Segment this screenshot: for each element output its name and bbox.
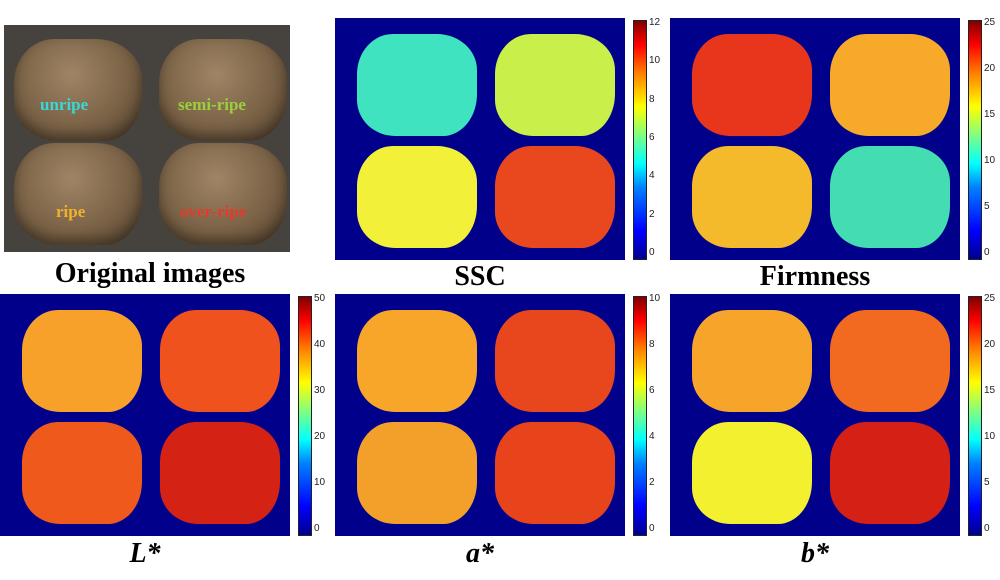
caption-original-images: Original images	[54, 258, 246, 289]
label-unripe: unripe	[40, 95, 89, 114]
astar-heatmap	[335, 294, 625, 536]
firmness-blob-ripe	[692, 146, 812, 248]
ssc-blob-semi-ripe	[495, 34, 615, 136]
ssc-map-panel: 12 10 8 6 4 2 0	[335, 18, 660, 260]
ssc-colorbar-tick: 12	[649, 17, 661, 28]
firmness-blob-unripe	[692, 34, 812, 136]
astar-blob-semi-ripe	[495, 310, 615, 412]
lstar-heatmap	[0, 294, 290, 536]
astar-colorbar	[633, 296, 647, 536]
ssc-blob-over-ripe	[495, 146, 615, 248]
firmness-colorbar-tick: 0	[984, 247, 990, 258]
firmness-colorbar-tick: 5	[984, 201, 990, 212]
ssc-colorbar-tick: 6	[649, 132, 655, 143]
bstar-blob-over-ripe	[830, 422, 950, 524]
astar-colorbar-tick: 8	[649, 339, 655, 350]
caption-firmness: Firmness	[759, 261, 871, 292]
ssc-colorbar-tick: 2	[649, 208, 655, 220]
firmness-blob-over-ripe	[830, 146, 950, 248]
bstar-colorbar-tick: 25	[984, 293, 996, 304]
lstar-colorbar-tick: 30	[314, 385, 326, 396]
kiwi-over-ripe	[159, 143, 287, 245]
bstar-colorbar	[968, 296, 982, 536]
original-photo: unripe semi-ripe ripe over-ripe	[4, 25, 290, 252]
astar-colorbar-tick: 4	[649, 431, 655, 442]
ssc-blob-ripe	[357, 146, 477, 248]
lstar-blob-over-ripe	[160, 422, 280, 524]
bstar-colorbar-tick: 20	[984, 339, 996, 350]
label-ripe: ripe	[56, 202, 86, 221]
bstar-colorbar-tick: 0	[984, 523, 990, 534]
ssc-colorbar-tick: 8	[649, 93, 655, 105]
ssc-colorbar-tick: 4	[649, 170, 655, 182]
firmness-colorbar	[968, 20, 982, 260]
firmness-colorbar-tick: 25	[984, 17, 996, 28]
kiwi-ripe	[14, 143, 142, 245]
lstar-colorbar-tick: 50	[314, 293, 326, 304]
kiwi-unripe	[14, 39, 142, 141]
ssc-colorbar-tick: 0	[649, 247, 655, 258]
firmness-colorbar-tick: 20	[984, 63, 996, 74]
caption-astar: a*	[466, 538, 494, 569]
bstar-heatmap	[670, 294, 960, 536]
firmness-heatmap	[670, 18, 960, 260]
bstar-blob-unripe	[692, 310, 812, 412]
lstar-blob-unripe	[22, 310, 142, 412]
bstar-colorbar-tick: 5	[984, 477, 990, 488]
bstar-blob-ripe	[692, 422, 812, 524]
firmness-colorbar-tick: 10	[984, 155, 996, 166]
kiwi-semi-ripe	[159, 39, 287, 141]
astar-blob-over-ripe	[495, 422, 615, 524]
ssc-colorbar	[633, 20, 647, 260]
ssc-colorbar-tick: 10	[649, 55, 661, 67]
bstar-map-panel: 25 20 15 10 5 0	[670, 294, 995, 536]
bstar-colorbar-tick: 10	[984, 431, 996, 442]
astar-colorbar-tick: 6	[649, 385, 655, 396]
firmness-map-panel: 25 20 15 10 5 0	[670, 18, 995, 260]
lstar-blob-ripe	[22, 422, 142, 524]
astar-blob-unripe	[357, 310, 477, 412]
astar-colorbar-tick: 0	[649, 523, 655, 534]
firmness-colorbar-tick: 15	[984, 109, 996, 120]
lstar-colorbar	[298, 296, 312, 536]
lstar-colorbar-tick: 10	[314, 477, 326, 488]
ssc-heatmap	[335, 18, 625, 260]
lstar-colorbar-tick: 0	[314, 523, 320, 534]
lstar-map-panel: 50 40 30 20 10 0	[0, 294, 325, 536]
firmness-blob-semi-ripe	[830, 34, 950, 136]
astar-colorbar-tick: 2	[649, 477, 655, 488]
astar-colorbar-tick: 10	[649, 293, 661, 304]
astar-blob-ripe	[357, 422, 477, 524]
lstar-colorbar-tick: 20	[314, 431, 326, 442]
lstar-blob-semi-ripe	[160, 310, 280, 412]
label-over-ripe: over-ripe	[180, 202, 247, 221]
astar-map-panel: 10 8 6 4 2 0	[335, 294, 660, 536]
caption-bstar: b*	[801, 538, 829, 569]
caption-ssc: SSC	[454, 261, 506, 292]
bstar-colorbar-tick: 15	[984, 385, 996, 396]
label-semi-ripe: semi-ripe	[178, 95, 246, 114]
caption-lstar: L*	[129, 538, 161, 569]
bstar-blob-semi-ripe	[830, 310, 950, 412]
lstar-colorbar-tick: 40	[314, 339, 326, 350]
ssc-blob-unripe	[357, 34, 477, 136]
